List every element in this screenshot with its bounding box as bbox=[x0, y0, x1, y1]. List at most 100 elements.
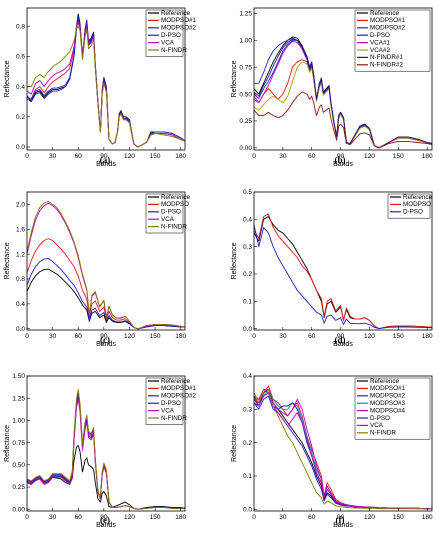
panel-label: (e) bbox=[100, 515, 110, 525]
legend-entry: Reference bbox=[161, 10, 191, 17]
x-axis-label: Bands bbox=[333, 522, 353, 529]
y-axis-label: Reflectance bbox=[231, 242, 238, 279]
legend-box bbox=[145, 377, 184, 425]
x-tick-label: 30 bbox=[279, 153, 287, 160]
series-group bbox=[27, 200, 185, 330]
legend-entry: VCA#1 bbox=[370, 39, 390, 46]
legend-entry: Reference bbox=[403, 194, 433, 201]
x-tick-label: 120 bbox=[124, 333, 135, 340]
y-tick-label: 0.8 bbox=[16, 276, 25, 283]
y-tick-label: 0.3 bbox=[243, 407, 252, 414]
series-group bbox=[254, 385, 432, 510]
y-tick-label: 0.50 bbox=[12, 462, 25, 469]
legend-box bbox=[145, 9, 184, 57]
x-axis-label: Bands bbox=[96, 522, 116, 529]
y-tick-label: 0.50 bbox=[239, 91, 252, 98]
y-tick-label: 0.0 bbox=[16, 326, 25, 333]
x-tick-label: 60 bbox=[75, 153, 83, 160]
legend-entry: MODPSO#2 bbox=[161, 393, 196, 400]
y-tick-label: 0.75 bbox=[12, 440, 25, 447]
x-tick-label: 180 bbox=[175, 153, 186, 160]
y-tick-label: 0.1 bbox=[243, 299, 252, 306]
legend-entry: MODPSO#2 bbox=[370, 393, 405, 400]
panel-label: (d) bbox=[335, 335, 346, 345]
x-tick-label: 120 bbox=[364, 153, 375, 160]
legend-entry: MODPSO#3 bbox=[370, 400, 405, 407]
y-tick-label: 0.4 bbox=[243, 217, 252, 224]
y-tick-label: 0.2 bbox=[243, 440, 252, 447]
series-line-vca bbox=[254, 392, 432, 510]
x-tick-label: 30 bbox=[49, 333, 57, 340]
x-tick-label: 150 bbox=[393, 153, 404, 160]
x-tick-label: 150 bbox=[150, 333, 161, 340]
y-tick-label: 0.0 bbox=[243, 507, 252, 514]
legend-entry: N-FINDR#2 bbox=[370, 62, 403, 69]
legend-entry: Reference bbox=[370, 378, 400, 385]
y-axis-label: Reflectance bbox=[4, 425, 11, 462]
x-tick-label: 30 bbox=[279, 333, 287, 340]
x-axis-label: Bands bbox=[96, 161, 116, 168]
legend-entry: VCA#2 bbox=[370, 47, 390, 54]
series-group bbox=[254, 213, 432, 330]
legend-entry: Reference bbox=[370, 10, 400, 17]
legend-entry: MODPSO#1 bbox=[370, 385, 405, 392]
x-tick-label: 180 bbox=[175, 333, 186, 340]
y-tick-label: 1.00 bbox=[239, 37, 252, 44]
chart-panel-2: 0 30 60 90 120 150 180 0.00 0.25 0.50 0.75 1.00 1.25… bbox=[231, 7, 433, 168]
y-tick-label: 0.0 bbox=[243, 326, 252, 333]
x-tick-label: 30 bbox=[49, 514, 57, 521]
y-axis-label: Reflectance bbox=[4, 60, 11, 97]
x-tick-label: 90 bbox=[337, 153, 345, 160]
x-tick-label: 150 bbox=[393, 514, 404, 521]
y-tick-label: 0.00 bbox=[239, 145, 252, 152]
legend: ReferenceMODPSO#1MODPSO#2D-PSOVCA#1VCA#2… bbox=[354, 9, 431, 72]
legend-entry: MODPSO bbox=[161, 201, 189, 208]
y-axis-label: Reflectance bbox=[4, 242, 11, 279]
series-line-modpso-1 bbox=[254, 59, 432, 149]
x-tick-label: 30 bbox=[49, 153, 57, 160]
x-tick-label: 60 bbox=[308, 153, 316, 160]
series-line-vca-2 bbox=[254, 61, 432, 149]
panel-label: (c) bbox=[100, 335, 110, 345]
legend-entry: N-FINDR bbox=[161, 223, 187, 230]
y-tick-label: 0.2 bbox=[243, 271, 252, 278]
x-tick-label: 180 bbox=[422, 514, 433, 521]
y-axis-label: Reflectance bbox=[231, 60, 238, 97]
y-tick-label: 1.50 bbox=[12, 373, 25, 380]
y-tick-label: 0.25 bbox=[239, 118, 252, 125]
x-tick-label: 0 bbox=[25, 333, 29, 340]
y-tick-label: 0.75 bbox=[239, 64, 252, 71]
series-group bbox=[27, 13, 185, 148]
plot-frame bbox=[253, 7, 433, 151]
y-tick-label: 0.6 bbox=[16, 54, 25, 61]
chart-panel-6: 0 30 60 90 120 150 180 0.0 0.1 0.2 0.3 0.4 Bands Refl… bbox=[231, 373, 433, 529]
plot-frame bbox=[26, 191, 186, 331]
x-tick-label: 180 bbox=[422, 333, 433, 340]
y-tick-label: 0.4 bbox=[16, 301, 25, 308]
legend-entry: D-PSO bbox=[161, 400, 181, 407]
legend-entry: N-FINDR bbox=[161, 47, 187, 54]
plot-frame bbox=[26, 7, 186, 151]
y-tick-label: 0.0 bbox=[16, 144, 25, 151]
y-tick-label: 1.00 bbox=[12, 418, 25, 425]
y-tick-label: 2.0 bbox=[16, 202, 25, 209]
legend-entry: D-PSO bbox=[370, 415, 390, 422]
y-tick-label: 0.5 bbox=[243, 189, 252, 196]
x-tick-label: 30 bbox=[279, 514, 287, 521]
y-tick-label: 1.6 bbox=[16, 226, 25, 233]
legend-entry: D-PSO bbox=[370, 32, 390, 39]
legend-entry: Reference bbox=[161, 378, 191, 385]
legend-entry: VCA bbox=[161, 216, 175, 223]
x-tick-label: 120 bbox=[364, 514, 375, 521]
legend-entry: VCA bbox=[161, 407, 175, 414]
plot-frame bbox=[253, 191, 433, 331]
y-axis-label: Reflectance bbox=[231, 425, 238, 462]
panel-label: (f) bbox=[336, 515, 345, 525]
x-tick-label: 0 bbox=[25, 153, 29, 160]
legend: ReferenceMODPSO#1MODPSO#2MODPSO#3MODPSO#… bbox=[354, 377, 431, 440]
series-line-n-findr bbox=[254, 388, 432, 510]
legend-entry: MODPSO#4 bbox=[370, 407, 405, 414]
legend-box bbox=[387, 193, 431, 219]
